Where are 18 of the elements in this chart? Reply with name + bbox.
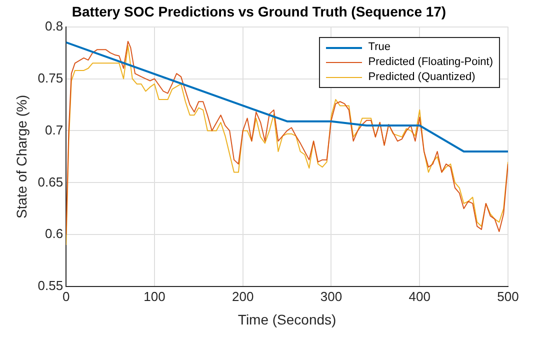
y-tick-label: 0.65	[38, 174, 64, 190]
x-tick-label: 0	[62, 288, 70, 304]
x-tick-label: 200	[232, 288, 254, 304]
y-tick-label: 0.6	[45, 226, 64, 242]
chart-title: Battery SOC Predictions vs Ground Truth (Sequence 17)	[72, 3, 446, 20]
y-tick-label: 0.75	[38, 70, 64, 86]
legend-label: Predicted (Floating-Point)	[368, 55, 493, 70]
x-tick-label: 500	[497, 288, 519, 304]
x-tick-label: 300	[320, 288, 342, 304]
y-axis-title: State of Charge (%)	[13, 94, 30, 219]
x-axis-title: Time (Seconds)	[238, 311, 336, 328]
x-tick-label: 400	[408, 288, 430, 304]
legend-label: True	[368, 40, 390, 55]
y-tick-label: 0.7	[45, 122, 64, 138]
legend-label: Predicted (Quantized)	[368, 70, 476, 85]
x-tick-label: 100	[144, 288, 166, 304]
y-tick-label: 0.8	[45, 18, 64, 34]
y-tick-label: 0.55	[38, 278, 64, 294]
